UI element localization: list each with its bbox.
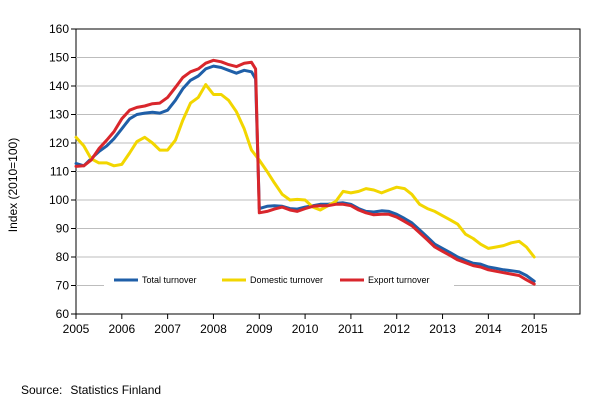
y-tick-label: 70 [56,279,70,293]
x-tick-label: 2014 [475,322,502,336]
source-label: Source: [21,383,63,397]
legend: Total turnover Domestic turnover Export tu… [104,270,454,288]
x-axis-ticks: 2005 2006 2007 2008 2009 2010 2011 2012 2013 2014… [63,314,548,336]
y-tick-label: 90 [56,222,70,236]
legend-label-domestic-turnover: Domestic turnover [250,275,323,285]
legend-label-total-turnover: Total turnover [142,275,197,285]
y-tick-label: 120 [49,136,69,150]
y-tick-label: 150 [49,51,69,65]
y-tick-label: 100 [49,193,69,207]
x-tick-label: 2010 [292,322,319,336]
x-tick-label: 2013 [429,322,456,336]
y-tick-label: 130 [49,108,69,122]
y-axis-title: Index (2010=100) [6,138,20,232]
x-tick-label: 2009 [246,322,273,336]
legend-box [104,270,454,288]
y-tick-label: 80 [56,250,70,264]
x-tick-label: 2012 [383,322,410,336]
x-tick-label: 2005 [63,322,90,336]
series-line-domestic-turnover [74,83,536,259]
legend-label-export-turnover: Export turnover [368,275,430,285]
x-tick-label: 2008 [200,322,227,336]
y-tick-label: 60 [56,307,70,321]
x-tick-label: 2007 [154,322,181,336]
source-note: Source: Statistics Finland [21,383,169,397]
series-line-export-turnover [74,58,536,286]
y-tick-label: 140 [49,79,69,93]
y-tick-label: 160 [49,22,69,36]
y-tick-label: 110 [50,165,69,179]
series-line-total-turnover [74,64,536,283]
y-axis-ticks: 60 70 80 90 100 110 120 130 140 150 160 [49,22,76,321]
x-tick-label: 2015 [521,322,548,336]
series-lines [74,58,536,286]
x-tick-label: 2006 [108,322,135,336]
x-tick-label: 2011 [338,322,364,336]
source-value: Statistics Finland [70,383,162,397]
